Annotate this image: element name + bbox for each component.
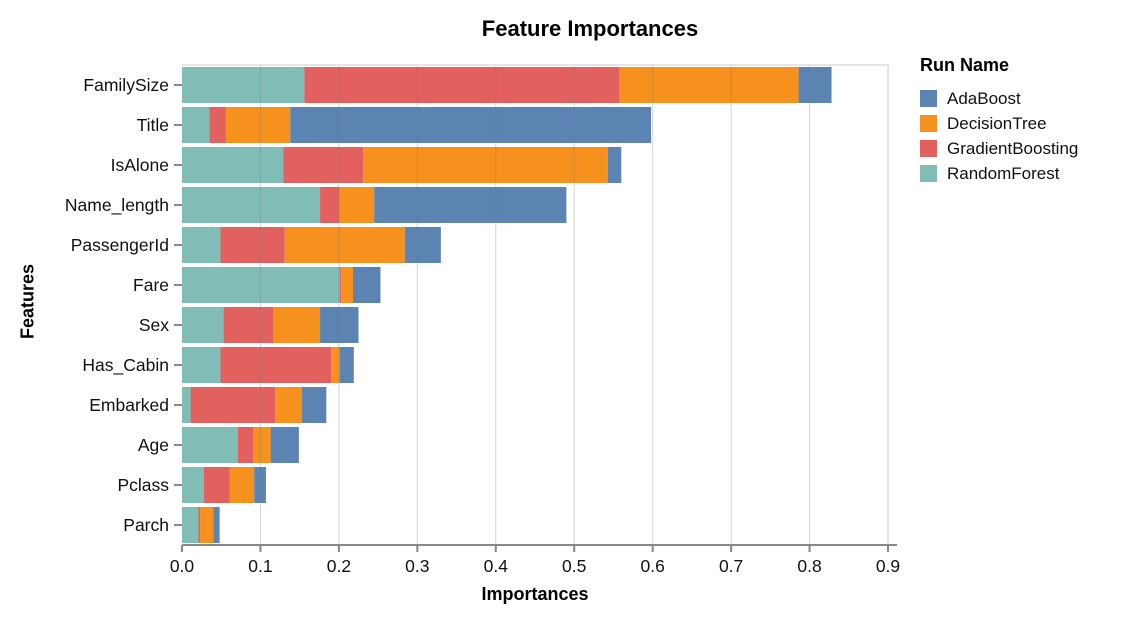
bar-segment	[320, 187, 340, 223]
bar-segment	[270, 427, 299, 463]
bar-segment	[182, 107, 210, 143]
bar-segment	[304, 67, 620, 103]
y-tick-label: Name_length	[65, 195, 169, 216]
bar-segment	[182, 467, 204, 503]
bar-segment	[182, 267, 340, 303]
bar-segment	[339, 347, 354, 383]
legend-title: Run Name	[920, 55, 1010, 75]
x-tick-label: 0.0	[170, 556, 195, 576]
legend-swatch-icon	[920, 140, 937, 157]
x-tick-label: 0.3	[405, 556, 429, 576]
bar-segment	[339, 267, 342, 303]
legend-swatch-icon	[920, 165, 937, 182]
bar-segment	[619, 67, 799, 103]
bar-segment	[253, 427, 271, 463]
y-tick-label: Embarked	[89, 395, 169, 415]
legend-item: GradientBoosting	[920, 138, 1079, 158]
bar-segment	[182, 67, 305, 103]
bar-segment	[363, 147, 608, 183]
x-tick-label: 0.8	[797, 556, 821, 576]
bar-segment	[374, 187, 567, 223]
bar-segment	[229, 467, 255, 503]
y-tick-label: Pclass	[117, 475, 169, 495]
bar-segment	[182, 307, 224, 343]
bar-segment	[353, 267, 381, 303]
bar-segment	[275, 387, 303, 423]
bar-segment	[182, 507, 199, 543]
bar-segment	[272, 307, 321, 343]
bar-segment	[284, 227, 405, 263]
legend: Run Name AdaBoost DecisionTree GradientBoo…	[920, 55, 1078, 190]
bar-segment	[404, 227, 441, 263]
legend-swatch-icon	[920, 115, 937, 132]
bar-segment	[190, 387, 276, 423]
bar-segment	[203, 467, 230, 503]
y-tick-label: Sex	[139, 315, 169, 335]
bar-segment	[237, 427, 254, 463]
legend-item: DecisionTree	[920, 113, 1078, 133]
legend-label: GradientBoosting	[947, 138, 1079, 158]
bar-segment	[223, 307, 273, 343]
bar-segment	[182, 187, 321, 223]
y-tick-label: FamilySize	[83, 75, 169, 95]
bar-segment	[339, 187, 375, 223]
x-tick-label: 0.7	[719, 556, 743, 576]
y-tick-label: Fare	[133, 275, 169, 295]
x-tick-label: 0.4	[484, 556, 509, 576]
bar-segment	[220, 347, 332, 383]
legend-items: AdaBoost DecisionTree GradientBoosting Rand…	[920, 88, 1079, 183]
legend-label: RandomForest	[947, 163, 1060, 183]
bar-segment	[607, 147, 622, 183]
bar-segment	[302, 387, 327, 423]
x-tick-label: 0.1	[248, 556, 272, 576]
bar-segment	[182, 347, 221, 383]
bar-segment	[182, 427, 238, 463]
bar-segment	[798, 67, 832, 103]
y-tick-label: Has_Cabin	[82, 355, 169, 376]
x-tick-label: 0.2	[327, 556, 351, 576]
legend-label: AdaBoost	[947, 88, 1021, 108]
y-tick-label: PassengerId	[71, 235, 169, 255]
bar-segment	[198, 507, 201, 543]
legend-label: DecisionTree	[947, 113, 1047, 133]
y-tick-label: IsAlone	[111, 155, 169, 175]
legend-item: RandomForest	[920, 163, 1078, 183]
bar-segment	[320, 307, 359, 343]
legend-item: AdaBoost	[920, 88, 1078, 108]
bar-segment	[331, 347, 340, 383]
bar-segment	[182, 227, 221, 263]
bar-segment	[341, 267, 354, 303]
bar-segment	[213, 507, 220, 543]
x-tick-label: 0.6	[641, 556, 665, 576]
x-axis-title: Importances	[481, 584, 589, 604]
bar-segment	[220, 227, 285, 263]
y-tick-label: Parch	[123, 515, 169, 535]
bar-segment	[254, 467, 266, 503]
x-tick-label: 0.5	[562, 556, 586, 576]
x-tick-label: 0.9	[876, 556, 900, 576]
bar-segment	[209, 107, 226, 143]
bar-segment	[200, 507, 214, 543]
chart-title: Feature Importances	[481, 16, 699, 41]
bar-segment	[225, 107, 291, 143]
bar-segment	[290, 107, 652, 143]
bar-segment	[182, 387, 191, 423]
y-tick-label: Age	[138, 435, 169, 455]
legend-swatch-icon	[920, 90, 937, 107]
bar-segment	[283, 147, 364, 183]
bar-segment	[182, 147, 284, 183]
y-tick-label: Title	[137, 115, 169, 135]
